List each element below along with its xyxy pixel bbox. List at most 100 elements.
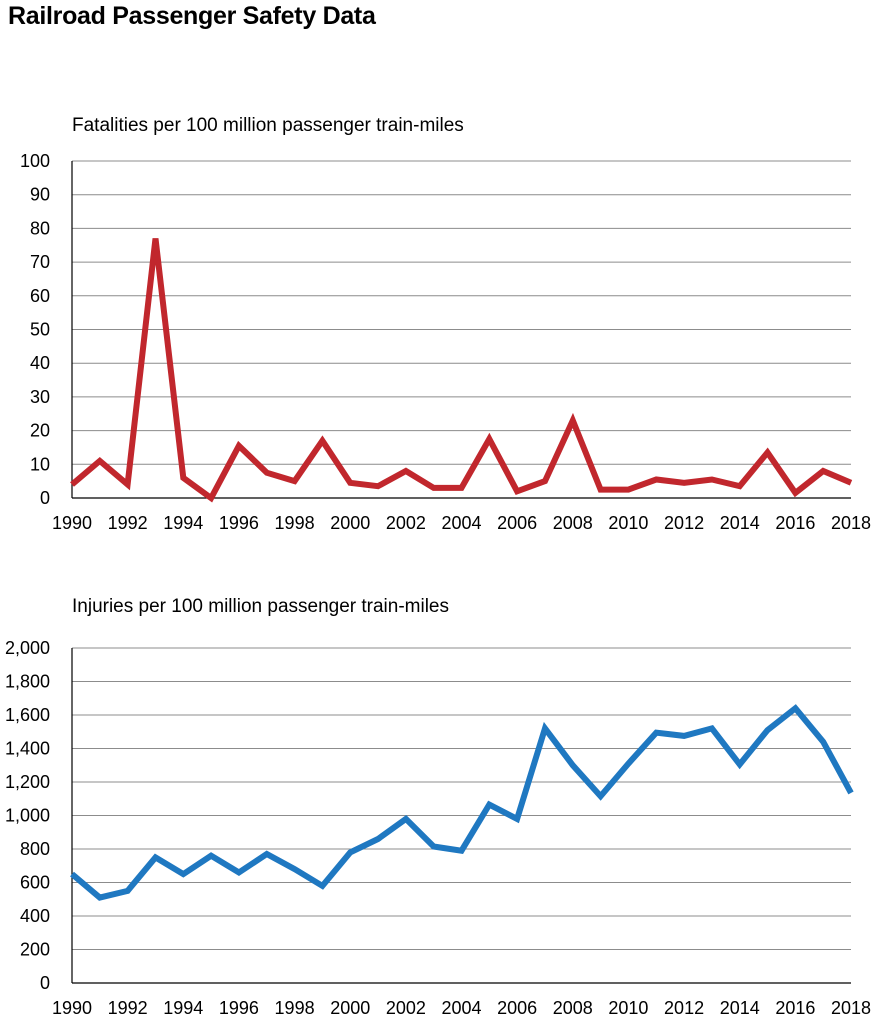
fatalities-x-ticks: 1990 1992 1994 1996 1998 2000 2002 2004 2006 2008… [52, 513, 871, 533]
fatalities-data-point [181, 476, 185, 480]
injuries-data-point [626, 762, 630, 766]
injuries-data-point [599, 794, 603, 798]
fatalities-data-point [654, 478, 658, 482]
injuries-x-tick-label: 2016 [775, 998, 815, 1018]
injuries-data-point [849, 791, 853, 795]
injuries-data-point [738, 762, 742, 766]
injuries-data-point [460, 849, 464, 853]
fatalities-data-point [293, 479, 297, 483]
injuries-data-point [821, 740, 825, 744]
injuries-data-point [209, 854, 213, 858]
injuries-data-point [376, 837, 380, 841]
fatalities-data-point [98, 459, 102, 463]
fatalities-x-tick-label: 1996 [219, 513, 259, 533]
fatalities-gridlines [72, 160, 851, 465]
injuries-y-tick-label: 1,200 [5, 772, 50, 792]
fatalities-data-point [710, 478, 714, 482]
fatalities-chart-title: Fatalities per 100 million passenger tra… [72, 115, 464, 136]
fatalities-x-tick-label: 2018 [831, 513, 871, 533]
fatalities-y-tick-label: 30 [30, 387, 50, 407]
fatalities-x-tick-label: 2004 [441, 513, 481, 533]
injuries-x-tick-label: 2010 [608, 998, 648, 1018]
fatalities-data-point [571, 419, 575, 423]
fatalities-y-tick-label: 60 [30, 286, 50, 306]
injuries-data-point [154, 855, 158, 859]
injuries-data-point [293, 867, 297, 871]
injuries-gridlines [72, 647, 851, 950]
injuries-y-tick-label: 1,800 [5, 672, 50, 692]
injuries-y-tick-label: 800 [20, 839, 50, 859]
fatalities-data-point [70, 483, 74, 487]
fatalities-data-point [460, 486, 464, 490]
fatalities-data-point [126, 483, 130, 487]
fatalities-x-tick-label: 2000 [330, 513, 370, 533]
injuries-x-ticks: 1990 1992 1994 1996 1998 2000 2002 2004 2006 2008… [52, 998, 871, 1018]
fatalities-data-point [543, 479, 547, 483]
injuries-series [70, 704, 854, 901]
fatalities-series-line [70, 238, 853, 503]
fatalities-data-point [515, 489, 519, 493]
fatalities-y-tick-label: 50 [30, 320, 50, 340]
fatalities-y-tick-label: 20 [30, 421, 50, 441]
fatalities-y-tick-label: 40 [30, 353, 50, 373]
fatalities-x-tick-label: 2016 [775, 513, 815, 533]
injuries-x-tick-label: 2018 [831, 998, 871, 1018]
injuries-data-point [70, 872, 74, 876]
injuries-data-point [766, 728, 770, 732]
fatalities-data-point [682, 481, 686, 485]
fatalities-series [70, 237, 853, 503]
injuries-data-point [571, 763, 575, 767]
fatalities-data-point [626, 488, 630, 492]
fatalities-data-point [154, 237, 158, 241]
injuries-data-point [682, 734, 686, 738]
fatalities-x-tick-label: 2010 [608, 513, 648, 533]
injuries-y-tick-label: 1,600 [5, 705, 50, 725]
fatalities-data-point [265, 471, 269, 475]
injuries-data-point [793, 706, 797, 710]
injuries-y-tick-label: 600 [20, 873, 50, 893]
injuries-x-tick-label: 1992 [108, 998, 148, 1018]
fatalities-y-tick-label: 0 [40, 488, 50, 508]
fatalities-data-point [237, 444, 241, 448]
injuries-x-tick-label: 2008 [553, 998, 593, 1018]
fatalities-x-tick-label: 1998 [275, 513, 315, 533]
injuries-x-tick-label: 2000 [330, 998, 370, 1018]
fatalities-data-point [404, 469, 408, 473]
injuries-data-point [654, 731, 658, 735]
fatalities-x-tick-label: 2008 [553, 513, 593, 533]
fatalities-data-point [793, 491, 797, 495]
injuries-data-point [320, 884, 324, 888]
injuries-x-tick-label: 1996 [219, 998, 259, 1018]
fatalities-y-tick-label: 100 [20, 151, 50, 171]
fatalities-x-tick-label: 2012 [664, 513, 704, 533]
injuries-x-tick-label: 2006 [497, 998, 537, 1018]
injuries-y-tick-label: 400 [20, 906, 50, 926]
injuries-data-point [348, 850, 352, 854]
injuries-data-point [265, 852, 269, 856]
injuries-x-tick-label: 2002 [386, 998, 426, 1018]
injuries-data-point [487, 803, 491, 807]
fatalities-data-point [821, 469, 825, 473]
injuries-y-tick-label: 1,400 [5, 739, 50, 759]
injuries-y-tick-label: 200 [20, 940, 50, 960]
injuries-axes [71, 648, 851, 984]
fatalities-data-point [738, 484, 742, 488]
page-title: Railroad Passenger Safety Data [8, 2, 376, 30]
injuries-x-tick-label: 1994 [163, 998, 203, 1018]
fatalities-data-point [849, 481, 853, 485]
injuries-series-line [70, 704, 854, 901]
injuries-data-point [404, 817, 408, 821]
injuries-data-point [98, 896, 102, 900]
injuries-data-point [432, 845, 436, 849]
fatalities-x-tick-label: 2014 [720, 513, 760, 533]
fatalities-data-point [320, 439, 324, 443]
fatalities-data-point [209, 496, 213, 500]
injuries-x-tick-label: 2004 [441, 998, 481, 1018]
injuries-data-point [126, 889, 130, 893]
injuries-y-tick-label: 1,000 [5, 806, 50, 826]
fatalities-chart: Fatalities per 100 million passenger tra… [20, 115, 871, 533]
fatalities-x-tick-label: 1992 [108, 513, 148, 533]
injuries-y-ticks: 0 200 400 600 800 1,000 1,200 1,400 1,600 1,800 2,… [5, 638, 50, 993]
fatalities-y-tick-label: 10 [30, 454, 50, 474]
